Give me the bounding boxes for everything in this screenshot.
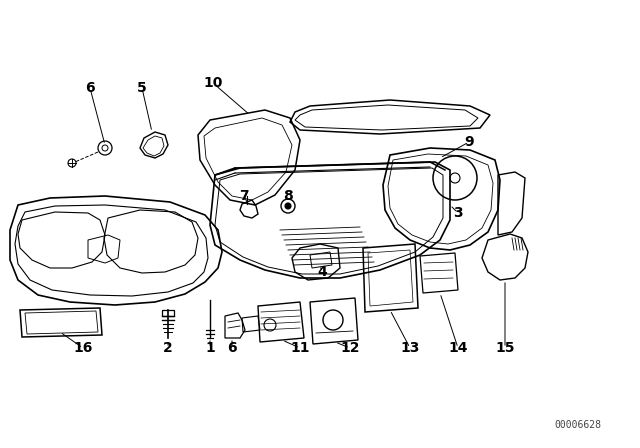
- Text: 14: 14: [448, 341, 468, 355]
- Text: 00006628: 00006628: [554, 420, 602, 430]
- Text: 6: 6: [227, 341, 237, 355]
- Text: 7: 7: [239, 189, 249, 203]
- Text: 10: 10: [204, 76, 223, 90]
- Text: 12: 12: [340, 341, 360, 355]
- Text: 11: 11: [291, 341, 310, 355]
- Text: 15: 15: [495, 341, 515, 355]
- Text: 2: 2: [163, 341, 173, 355]
- Text: 13: 13: [400, 341, 420, 355]
- Text: 1: 1: [205, 341, 215, 355]
- Text: 5: 5: [137, 81, 147, 95]
- Text: 6: 6: [85, 81, 95, 95]
- Text: 16: 16: [74, 341, 93, 355]
- Text: 3: 3: [453, 206, 463, 220]
- Text: 9: 9: [464, 135, 474, 149]
- Text: 4: 4: [317, 265, 327, 279]
- Circle shape: [285, 203, 291, 209]
- Text: 8: 8: [283, 189, 293, 203]
